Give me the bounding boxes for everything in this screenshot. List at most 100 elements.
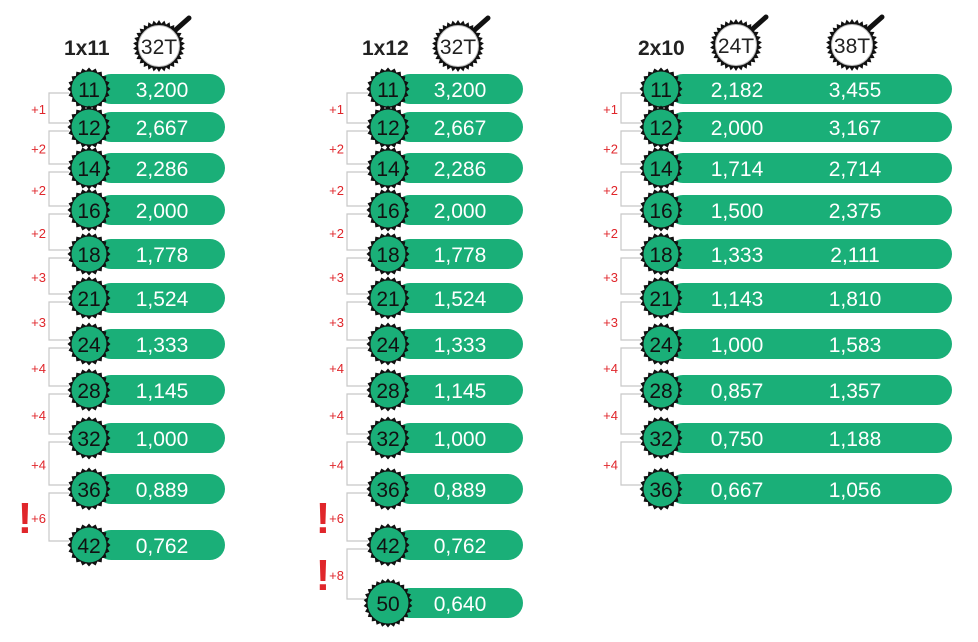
- cog-icon: 12: [639, 105, 683, 149]
- step-label: +2: [329, 226, 344, 241]
- shift-step: +3: [329, 257, 368, 295]
- chainring-label: 32T: [141, 36, 177, 59]
- ratio-bar: [668, 239, 952, 269]
- shift-step: +4: [603, 347, 641, 387]
- shift-step: +2: [31, 213, 69, 251]
- shift-step: +4: [603, 393, 641, 435]
- gear-row: 36 0,667 1,056: [639, 467, 952, 511]
- shift-step: +6!: [316, 492, 368, 543]
- gear-row: 36 0,889: [366, 467, 523, 511]
- ratio-bar: [668, 474, 952, 504]
- gear-ratio-value: 2,667: [434, 117, 487, 140]
- step-label: +1: [31, 102, 46, 117]
- cog-teeth-label: 24: [77, 334, 101, 357]
- gear-row: 42 0,762: [366, 523, 523, 567]
- step-label: +4: [31, 408, 46, 423]
- cog-icon: 14: [639, 146, 683, 190]
- step-label: +4: [329, 361, 344, 376]
- cog-teeth-label: 28: [77, 380, 100, 403]
- gear-ratio-value: 1,357: [829, 380, 882, 403]
- ratio-bar: [96, 74, 225, 104]
- gear-ratio-value: 3,455: [829, 79, 882, 102]
- cog-icon: 11: [366, 67, 410, 111]
- gear-ratio-value: 0,857: [711, 380, 764, 403]
- shift-step: +2: [31, 171, 69, 207]
- ratio-bar: [395, 74, 523, 104]
- ratio-bar: [395, 530, 523, 560]
- cog-teeth-label: 21: [376, 288, 399, 311]
- gear-row: 32 1,000: [67, 416, 225, 460]
- gear-row: 28 1,145: [366, 368, 523, 412]
- ratio-bar: [395, 329, 523, 359]
- shift-step: +4: [603, 441, 641, 486]
- gear-ratio-value: 1,524: [136, 288, 189, 311]
- ratio-bar: [96, 112, 225, 142]
- cog-teeth-label: 18: [649, 244, 672, 267]
- shift-step: +3: [31, 257, 69, 295]
- cog-icon: 24: [366, 322, 410, 366]
- ratio-bar: [395, 112, 523, 142]
- cog-icon: 21: [67, 276, 111, 320]
- ratio-bar: [96, 195, 225, 225]
- cog-teeth-label: 12: [649, 117, 672, 140]
- cog-teeth-label: 16: [376, 200, 399, 223]
- step-label: +4: [603, 408, 618, 423]
- gear-ratio-value: 0,762: [434, 535, 487, 558]
- gear-row: 24 1,000 1,583: [639, 322, 952, 366]
- shift-step: +3: [329, 301, 368, 341]
- cog-icon: 11: [67, 67, 111, 111]
- gear-row: 21 1,524: [366, 276, 523, 320]
- cog-icon: 18: [366, 232, 410, 276]
- cog-teeth-label: 36: [77, 479, 100, 502]
- gear-ratio-value: 2,000: [136, 200, 189, 223]
- cog-icon: 11: [639, 67, 683, 111]
- drivetrain-column-2x10: 2x10 24T 38T +1 +2 +2 +2 +3 +3 +4 +4 +4 11 2,182 3,455…: [603, 14, 952, 511]
- cog-icon: 12: [67, 105, 111, 149]
- gear-row: 50 0,640: [363, 578, 523, 628]
- cog-icon: 42: [67, 523, 111, 567]
- cog-icon: 18: [67, 232, 111, 276]
- gear-ratio-value: 1,583: [829, 334, 882, 357]
- ratio-bar: [395, 153, 523, 183]
- shift-step: +4: [31, 441, 69, 486]
- gear-ratio-value: 0,667: [711, 479, 764, 502]
- cog-teeth-label: 32: [649, 428, 672, 451]
- gear-ratio-value: 1,333: [136, 334, 189, 357]
- cog-teeth-label: 42: [77, 535, 100, 558]
- cog-icon: 28: [366, 368, 410, 412]
- cog-icon: 28: [639, 368, 683, 412]
- gear-ratio-value: 1,778: [434, 244, 487, 267]
- step-label: +4: [603, 458, 618, 473]
- gear-row: 16 2,000: [67, 188, 225, 232]
- cog-icon: 16: [366, 188, 410, 232]
- drivetrain-title: 1x12: [362, 37, 409, 60]
- cog-icon: 36: [366, 467, 410, 511]
- cog-teeth-label: 28: [649, 380, 672, 403]
- cog-teeth-label: 12: [376, 117, 399, 140]
- cog-teeth-label: 32: [376, 428, 399, 451]
- gear-ratio-value: 1,188: [829, 428, 882, 451]
- gear-ratio-value: 1,778: [136, 244, 189, 267]
- shift-step: +3: [31, 301, 69, 341]
- gear-ratio-value: 1,145: [136, 380, 189, 403]
- gear-row: 32 0,750 1,188: [639, 416, 952, 460]
- ratio-bar: [96, 423, 225, 453]
- cog-teeth-label: 32: [77, 428, 100, 451]
- gear-row: 24 1,333: [366, 322, 523, 366]
- gear-ratio-value: 2,667: [136, 117, 189, 140]
- cog-icon: 21: [639, 276, 683, 320]
- shift-step: +2: [329, 171, 368, 207]
- gear-ratio-value: 2,000: [711, 117, 764, 140]
- shift-step: +1: [603, 92, 641, 124]
- step-label: +2: [31, 183, 46, 198]
- cog-teeth-label: 42: [376, 535, 399, 558]
- cog-icon: 36: [639, 467, 683, 511]
- cog-teeth-label: 11: [78, 79, 100, 102]
- cog-icon: 16: [67, 188, 111, 232]
- ratio-bar: [395, 239, 523, 269]
- gear-row: 11 2,182 3,455: [639, 67, 952, 111]
- gear-row: 21 1,524: [67, 276, 225, 320]
- step-label: +4: [329, 458, 344, 473]
- cog-teeth-label: 21: [649, 288, 672, 311]
- cog-teeth-label: 14: [77, 158, 101, 181]
